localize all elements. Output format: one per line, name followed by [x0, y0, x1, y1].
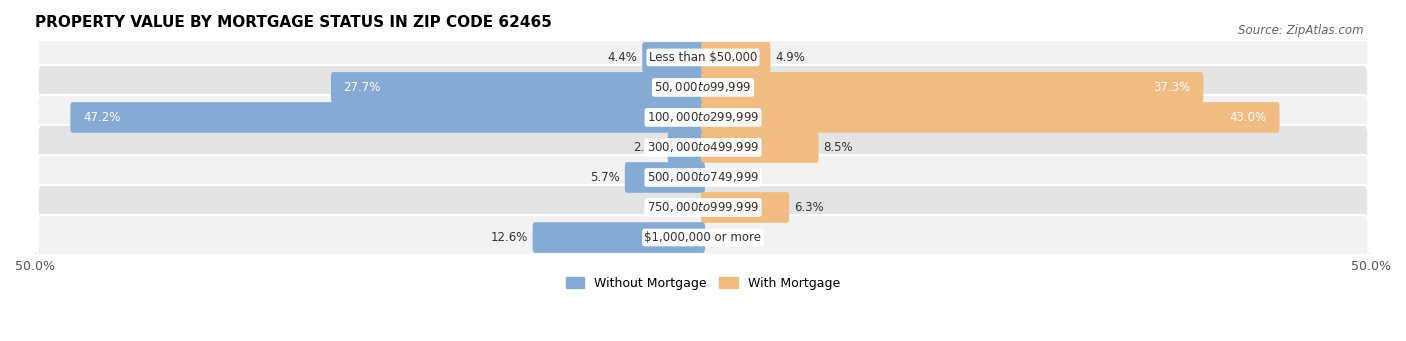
Text: 4.9%: 4.9% — [775, 51, 806, 64]
FancyBboxPatch shape — [330, 72, 704, 103]
Text: 4.4%: 4.4% — [607, 51, 637, 64]
FancyBboxPatch shape — [533, 222, 704, 253]
FancyBboxPatch shape — [624, 162, 704, 193]
Text: Source: ZipAtlas.com: Source: ZipAtlas.com — [1239, 24, 1364, 37]
FancyBboxPatch shape — [702, 192, 789, 223]
Text: 37.3%: 37.3% — [1153, 81, 1191, 94]
Text: $100,000 to $299,999: $100,000 to $299,999 — [647, 110, 759, 124]
Text: 12.6%: 12.6% — [491, 231, 529, 244]
FancyBboxPatch shape — [38, 155, 1368, 200]
FancyBboxPatch shape — [38, 35, 1368, 80]
FancyBboxPatch shape — [38, 125, 1368, 170]
FancyBboxPatch shape — [38, 65, 1368, 110]
FancyBboxPatch shape — [702, 102, 1279, 133]
Text: $300,000 to $499,999: $300,000 to $499,999 — [647, 140, 759, 154]
Text: 43.0%: 43.0% — [1230, 111, 1267, 124]
Legend: Without Mortgage, With Mortgage: Without Mortgage, With Mortgage — [561, 272, 845, 295]
FancyBboxPatch shape — [38, 95, 1368, 140]
Text: 47.2%: 47.2% — [83, 111, 121, 124]
Text: 5.7%: 5.7% — [591, 171, 620, 184]
Text: 27.7%: 27.7% — [343, 81, 381, 94]
Text: $50,000 to $99,999: $50,000 to $99,999 — [654, 80, 752, 94]
FancyBboxPatch shape — [668, 132, 704, 163]
FancyBboxPatch shape — [702, 42, 770, 73]
Text: 6.3%: 6.3% — [794, 201, 824, 214]
FancyBboxPatch shape — [702, 72, 1204, 103]
FancyBboxPatch shape — [70, 102, 704, 133]
Text: $1,000,000 or more: $1,000,000 or more — [644, 231, 762, 244]
Text: 0.0%: 0.0% — [709, 171, 738, 184]
Text: 8.5%: 8.5% — [824, 141, 853, 154]
Text: $750,000 to $999,999: $750,000 to $999,999 — [647, 201, 759, 214]
Text: 2.5%: 2.5% — [633, 141, 662, 154]
Text: PROPERTY VALUE BY MORTGAGE STATUS IN ZIP CODE 62465: PROPERTY VALUE BY MORTGAGE STATUS IN ZIP… — [35, 15, 553, 30]
FancyBboxPatch shape — [643, 42, 704, 73]
Text: 0.0%: 0.0% — [709, 231, 738, 244]
FancyBboxPatch shape — [702, 132, 818, 163]
FancyBboxPatch shape — [38, 185, 1368, 230]
Text: Less than $50,000: Less than $50,000 — [648, 51, 758, 64]
Text: $500,000 to $749,999: $500,000 to $749,999 — [647, 170, 759, 184]
Text: 0.0%: 0.0% — [668, 201, 697, 214]
FancyBboxPatch shape — [38, 215, 1368, 260]
